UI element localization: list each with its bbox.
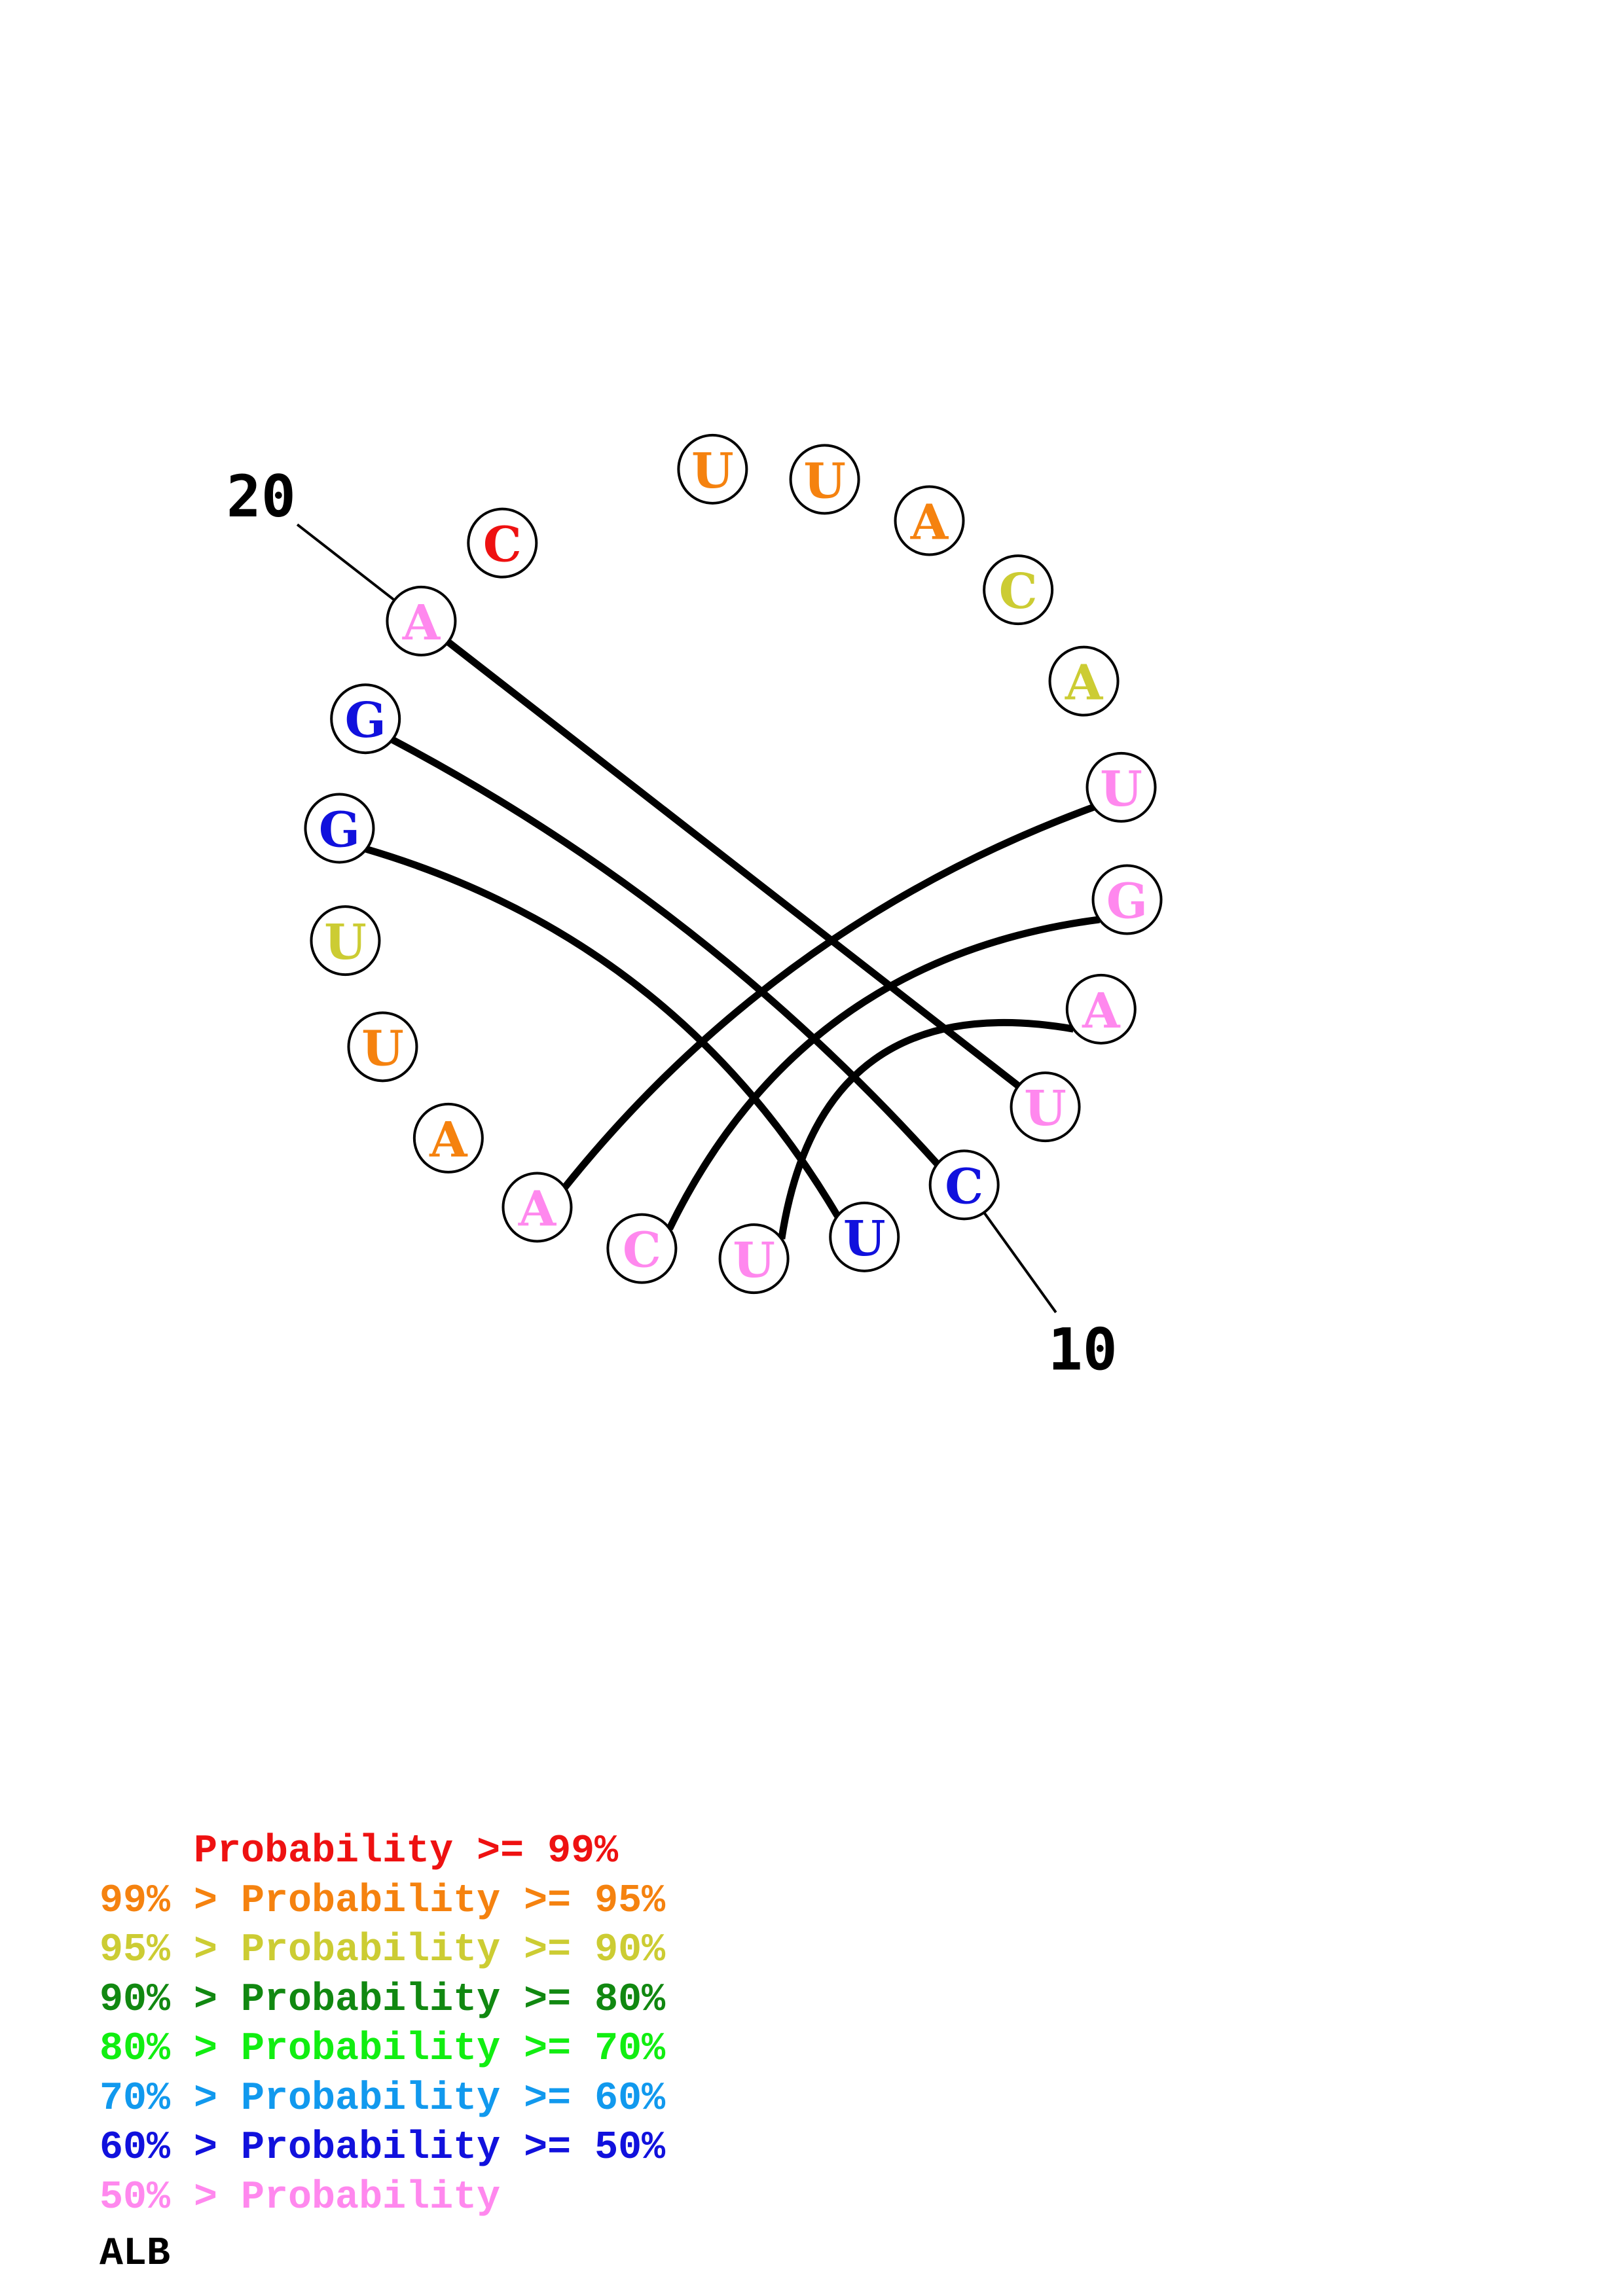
nucleotide-base: A <box>1082 983 1121 1039</box>
base-pair-11-18 <box>365 846 841 1218</box>
nucleotide-circle <box>347 1011 418 1083</box>
nucleotide-base: C <box>483 517 522 573</box>
nucleotide-base: U <box>1100 761 1142 817</box>
nucleotide-circle <box>330 683 401 755</box>
nucleotide-base: A <box>429 1112 468 1168</box>
nucleotide-circle <box>1091 864 1163 935</box>
nucleotide-12: U <box>718 1223 790 1295</box>
nucleotide-19: G <box>330 683 401 755</box>
nucleotide-circle <box>606 1213 678 1284</box>
nucleotide-5: A <box>1048 645 1120 717</box>
nucleotide-14: A <box>501 1172 573 1243</box>
base-pair-6-14 <box>562 804 1095 1190</box>
nucleotide-circle <box>1065 973 1137 1045</box>
nucleotide-17: U <box>310 905 381 977</box>
nucleotide-2: U <box>789 444 860 515</box>
nucleotide-9: U <box>1010 1071 1081 1143</box>
base-pair-7-13 <box>666 916 1101 1230</box>
nucleotide-base: A <box>910 494 949 550</box>
nucleotide-circle <box>829 1201 900 1272</box>
legend-row: 90% > Probability >= 80% <box>100 1977 666 2022</box>
nucleotide-3: A <box>894 485 965 556</box>
probability-legend: Probability >= 99% 99% > Probability >= 9… <box>100 1827 665 2223</box>
nucleotide-base: C <box>945 1158 983 1215</box>
nucleotide-base: A <box>402 595 441 651</box>
nucleotide-circle <box>467 507 538 579</box>
nucleotide-1: U <box>677 433 748 505</box>
legend-row: 50% > Probability <box>100 2175 501 2220</box>
nucleotide-base: G <box>319 802 360 858</box>
legend-row: 99% > Probability >= 95% <box>100 1878 666 1924</box>
legend-row: 70% > Probability >= 60% <box>100 2076 666 2121</box>
nucleotide-base: C <box>623 1223 661 1279</box>
nucleotide-base: U <box>361 1020 404 1077</box>
nucleotide-base: U <box>803 453 846 509</box>
nucleotide-21: C <box>467 507 538 579</box>
nucleotide-10: C <box>928 1149 1000 1221</box>
nucleotide-circle <box>386 585 457 656</box>
legend-row: 60% > Probability >= 50% <box>100 2126 666 2170</box>
legend-row: Probability >= 99% <box>100 1829 619 1874</box>
nucleotide-circle <box>677 433 748 505</box>
nucleotide-circle <box>928 1149 1000 1221</box>
structure-label: ALB <box>100 2232 171 2276</box>
position-label-20: 20 <box>227 463 296 530</box>
nucleotide-16: U <box>347 1011 418 1083</box>
nucleotide-base: G <box>345 692 386 749</box>
nucleotide-4: C <box>983 554 1054 626</box>
nucleotide-base: U <box>843 1211 886 1267</box>
base-pair-9-20 <box>446 639 1021 1089</box>
base-pair-8-12 <box>778 1018 1074 1240</box>
position-label-10: 10 <box>1048 1316 1118 1383</box>
legend-row: 95% > Probability >= 90% <box>100 1928 666 1973</box>
nucleotide-6: U <box>1085 751 1157 823</box>
nucleotide-circle <box>501 1172 573 1243</box>
nucleotide-base: A <box>1065 655 1104 711</box>
nucleotide-circle <box>310 905 381 977</box>
nucleotide-circle <box>304 793 375 864</box>
base-pair-10-19 <box>390 736 940 1167</box>
nucleotide-circle <box>894 485 965 556</box>
nucleotide-circle <box>1010 1071 1081 1143</box>
nucleotide-15: A <box>412 1102 484 1174</box>
nucleotide-7: G <box>1091 864 1163 935</box>
nucleotide-base: C <box>999 564 1038 620</box>
position-leader-10 <box>983 1211 1057 1314</box>
nucleotide-base: G <box>1106 874 1148 930</box>
nucleotide-circle <box>1048 645 1120 717</box>
nucleotide-base: U <box>733 1232 775 1289</box>
nucleotide-8: A <box>1065 973 1137 1045</box>
nucleotide-base: U <box>324 914 367 971</box>
nucleotide-circle <box>1085 751 1157 823</box>
nucleotide-base: A <box>518 1181 557 1238</box>
position-labels: 10 20 <box>227 463 1118 1384</box>
nucleotide-13: C <box>606 1213 678 1284</box>
nucleotide-base: U <box>1024 1081 1067 1137</box>
nucleotide-20: A <box>386 585 457 656</box>
base-pair-arcs <box>365 639 1101 1240</box>
nucleotide-circle <box>983 554 1054 626</box>
position-leader-20 <box>296 523 395 601</box>
legend-row: 80% > Probability >= 70% <box>100 2027 666 2072</box>
nucleotide-11: U <box>829 1201 900 1272</box>
nucleotide-18: G <box>304 793 375 864</box>
nucleotide-circle <box>718 1223 790 1295</box>
nucleotide-circle <box>789 444 860 515</box>
nucleotide-circle <box>412 1102 484 1174</box>
nucleotide-base: U <box>691 443 734 499</box>
